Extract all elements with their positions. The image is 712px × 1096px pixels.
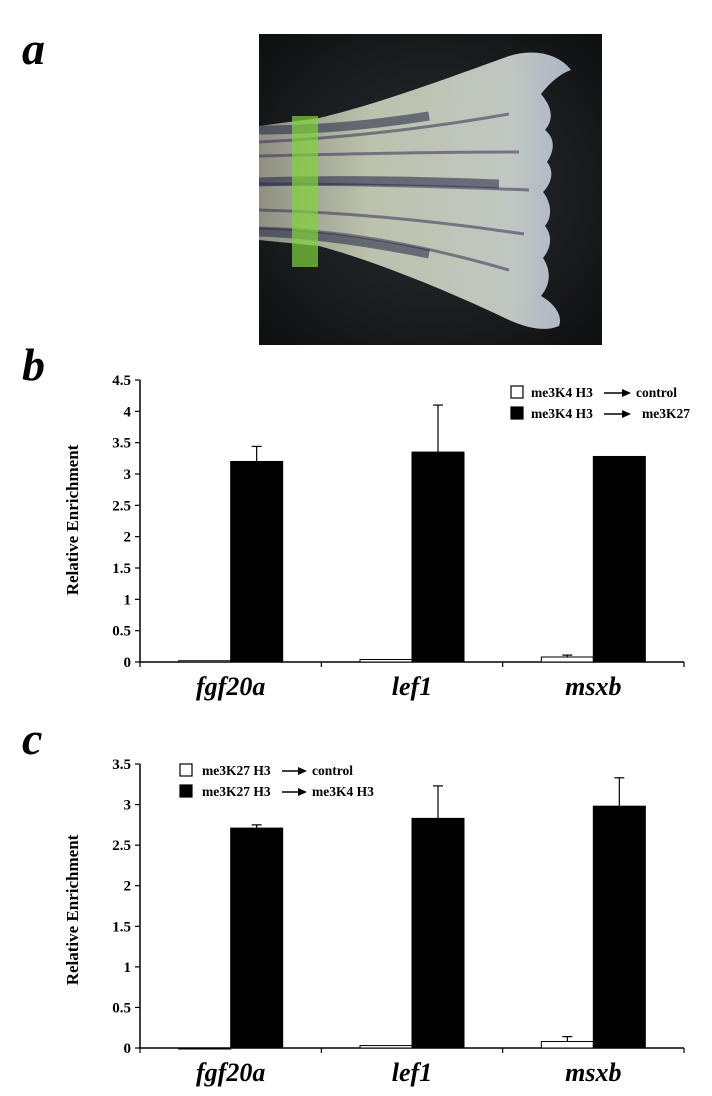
legend-label-control-right: control: [636, 385, 677, 400]
legend-arrowhead-control: [622, 389, 631, 397]
category-label-fgf20a: fgf20a: [196, 672, 265, 701]
bars-group: [178, 777, 646, 1050]
legend: me3K27 H3 control me3K27 H3 me3K4 H3: [179, 763, 374, 799]
bar-msxb-series-1: [592, 805, 646, 1049]
chart-panel-b: Relative Enrichment 0 0.5 1 1.5 2 2.5 3 3.5 4 4.5…: [63, 373, 690, 701]
legend-swatch-control: [510, 385, 524, 399]
bar-lef1-series-1: [411, 817, 465, 1049]
y-tick-label: 2.5: [112, 838, 131, 854]
category-label-msxb: msxb: [565, 672, 621, 701]
panel-letter-b: b: [22, 339, 45, 390]
legend-label-control-left: me3K27 H3: [202, 763, 271, 778]
fin-dark-bands: [258, 111, 500, 259]
y-tick-label: 1: [124, 960, 132, 976]
bar-fgf20a-series-0: [178, 660, 232, 663]
amputation-zone-highlight: [292, 116, 318, 267]
y-axis-label: Relative Enrichment: [63, 834, 82, 985]
bar-msxb-series-1: [592, 455, 646, 663]
category-label-lef1: lef1: [392, 672, 432, 701]
fin-photo-svg: [258, 34, 602, 345]
legend-swatch-treatment: [179, 784, 193, 798]
category-label-fgf20a: fgf20a: [196, 1058, 265, 1087]
y-tick-label: 3.5: [112, 757, 131, 773]
legend-label-treatment-right: me3K27: [642, 406, 690, 421]
legend: me3K4 H3 control me3K4 H3 me3K27: [510, 385, 690, 421]
panel-letter-a: a: [22, 23, 45, 74]
fin-shape: [259, 52, 571, 329]
category-label-msxb: msxb: [565, 1058, 621, 1087]
y-tick-label: 1.5: [112, 561, 131, 577]
chart-panel-c: Relative Enrichment 0 0.5 1 1.5 2 2.5 3 3.5 fgf…: [63, 757, 685, 1087]
zebrafish-caudal-fin-photo: [258, 34, 602, 345]
category-labels: fgf20a lef1 msxb: [196, 672, 622, 701]
legend-label-control-left: me3K4 H3: [531, 385, 593, 400]
panel-letter-c: c: [22, 713, 43, 764]
y-tick-label: 2: [124, 879, 132, 895]
bar-msxb-series-0: [540, 656, 594, 663]
legend-label-treatment-left: me3K4 H3: [531, 406, 593, 421]
bar-fgf20a-series-1: [230, 460, 284, 663]
y-tick-label: 1: [124, 592, 132, 608]
y-tick-label: 0: [124, 655, 132, 671]
legend-swatch-treatment: [510, 406, 524, 420]
y-tick-label: 3: [124, 467, 132, 483]
y-tick-label: 2.5: [112, 498, 131, 514]
category-labels: fgf20a lef1 msxb: [196, 1058, 622, 1087]
fin-ray-stripes: [258, 112, 530, 272]
bar-msxb-series-0: [540, 1041, 594, 1049]
legend-label-control-right: control: [312, 763, 353, 778]
y-tick-label: 0.5: [112, 1000, 131, 1016]
bar-lef1-series-0: [359, 1045, 413, 1049]
y-tick-label: 3: [124, 798, 132, 814]
legend-arrowhead-treatment: [622, 410, 631, 418]
legend-swatch-control: [179, 763, 193, 777]
y-tick-label: 0: [124, 1041, 132, 1057]
bars-group: [178, 404, 646, 663]
bar-lef1-series-0: [359, 658, 413, 663]
category-label-lef1: lef1: [392, 1058, 432, 1087]
y-tick-label: 4: [124, 404, 132, 420]
bar-fgf20a-series-1: [230, 827, 284, 1049]
y-tick-label: 1.5: [112, 919, 131, 935]
y-axis-label: Relative Enrichment: [63, 444, 82, 595]
legend-label-treatment-left: me3K27 H3: [202, 784, 271, 799]
y-tick-label: 0.5: [112, 624, 131, 640]
legend-arrowhead-control: [298, 767, 307, 775]
legend-arrowhead-treatment: [298, 788, 307, 796]
bar-fgf20a-series-0: [178, 1047, 232, 1050]
y-tick-label: 2: [124, 530, 132, 546]
y-tick-label: 3.5: [112, 436, 131, 452]
legend-label-treatment-right: me3K4 H3: [312, 784, 374, 799]
bar-lef1-series-1: [411, 451, 465, 663]
y-tick-label: 4.5: [112, 373, 131, 389]
